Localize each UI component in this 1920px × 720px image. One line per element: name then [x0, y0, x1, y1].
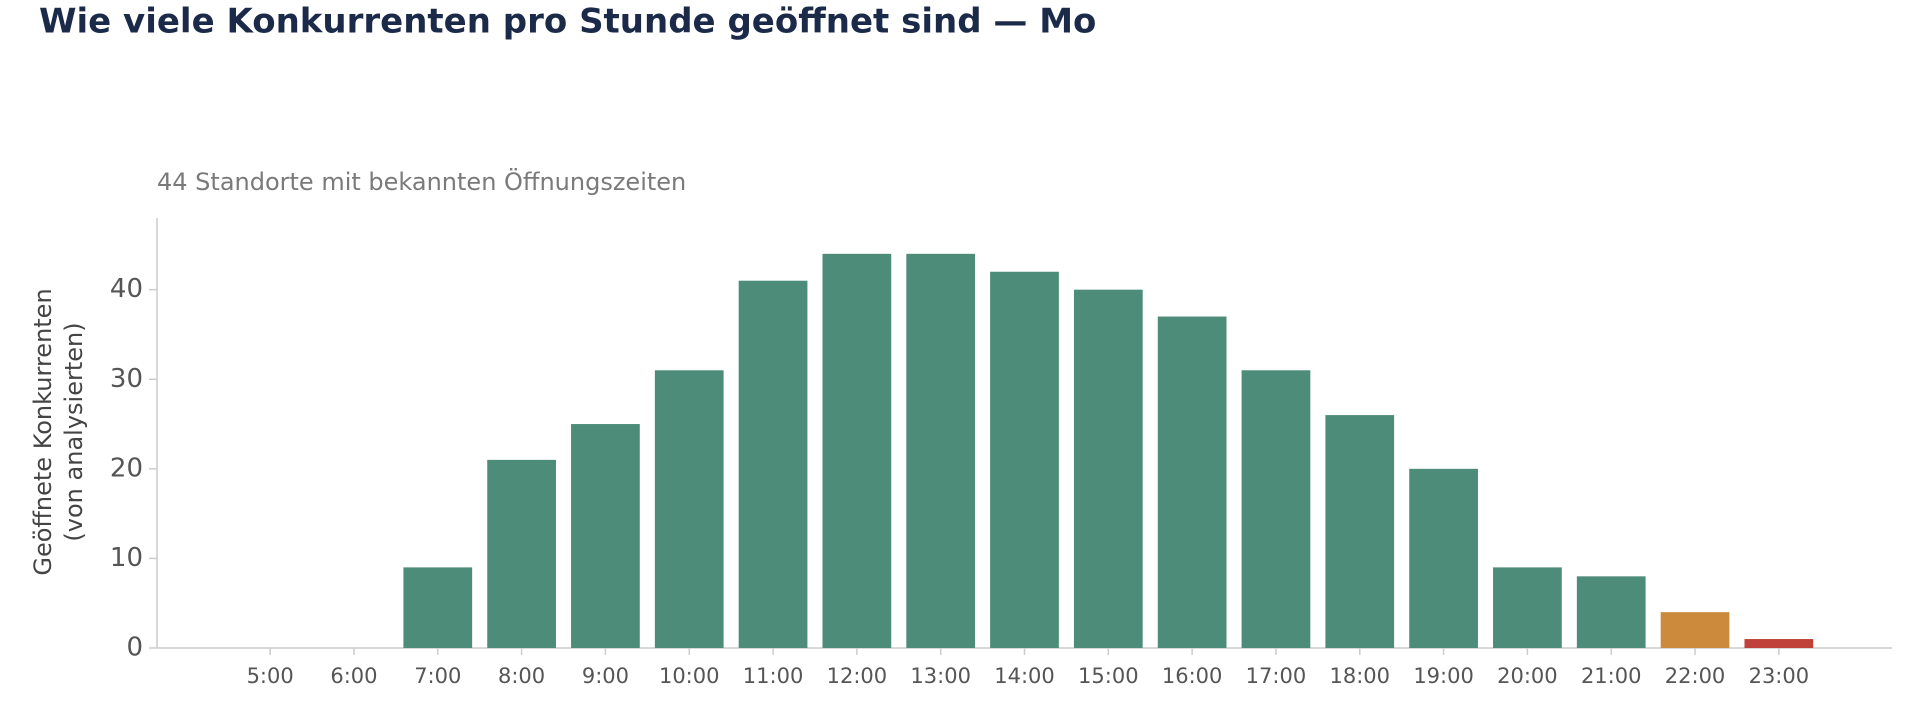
x-tick-label: 19:00 — [1413, 664, 1474, 688]
bar — [1073, 289, 1143, 648]
bar — [1409, 468, 1478, 648]
x-tick-label: 23:00 — [1749, 664, 1810, 688]
bar — [1241, 370, 1311, 648]
x-tick-label: 22:00 — [1665, 664, 1726, 688]
y-tick-label: 0 — [126, 633, 143, 663]
y-tick-label: 20 — [110, 453, 143, 483]
x-tick-label: 9:00 — [582, 664, 629, 688]
x-tick-label: 21:00 — [1581, 664, 1642, 688]
y-tick-label: 10 — [110, 543, 143, 573]
bar — [571, 424, 640, 648]
y-axis-label-line: Geöffnete Konkurrenten — [29, 288, 57, 575]
bar — [487, 459, 556, 648]
y-axis-label: Geöffnete Konkurrenten (von analysierten… — [29, 288, 88, 575]
x-tick-label: 15:00 — [1078, 664, 1139, 688]
x-tick-label: 18:00 — [1330, 664, 1391, 688]
x-tick-label: 13:00 — [910, 664, 971, 688]
x-tick-label: 6:00 — [330, 664, 377, 688]
bar — [906, 253, 976, 649]
y-axis-label-line: (von analysierten) — [60, 322, 88, 541]
bar — [822, 253, 892, 649]
x-tick-label: 11:00 — [743, 664, 804, 688]
x-tick-label: 5:00 — [247, 664, 294, 688]
bar — [738, 280, 808, 648]
x-tick-label: 16:00 — [1162, 664, 1223, 688]
bar — [1157, 316, 1227, 648]
bar — [1660, 612, 1730, 648]
bar — [654, 370, 724, 648]
bar — [1325, 415, 1395, 648]
bar — [1493, 567, 1562, 648]
bar — [1576, 576, 1646, 648]
bar — [403, 567, 473, 648]
bar — [1744, 639, 1814, 648]
x-tick-label: 8:00 — [498, 664, 545, 688]
y-tick-label: 40 — [110, 274, 143, 304]
chart-subtitle: 44 Standorte mit bekannten Öffnungszeite… — [157, 167, 686, 196]
x-tick-label: 20:00 — [1497, 664, 1558, 688]
x-tick-label: 12:00 — [827, 664, 888, 688]
x-tick-label: 7:00 — [414, 664, 461, 688]
y-tick-label: 30 — [110, 364, 143, 394]
x-tick-label: 17:00 — [1246, 664, 1307, 688]
x-tick-label: 10:00 — [659, 664, 720, 688]
chart-title: Wie viele Konkurrenten pro Stunde geöffn… — [39, 2, 1096, 42]
x-tick-label: 14:00 — [994, 664, 1055, 688]
bar — [990, 271, 1059, 648]
